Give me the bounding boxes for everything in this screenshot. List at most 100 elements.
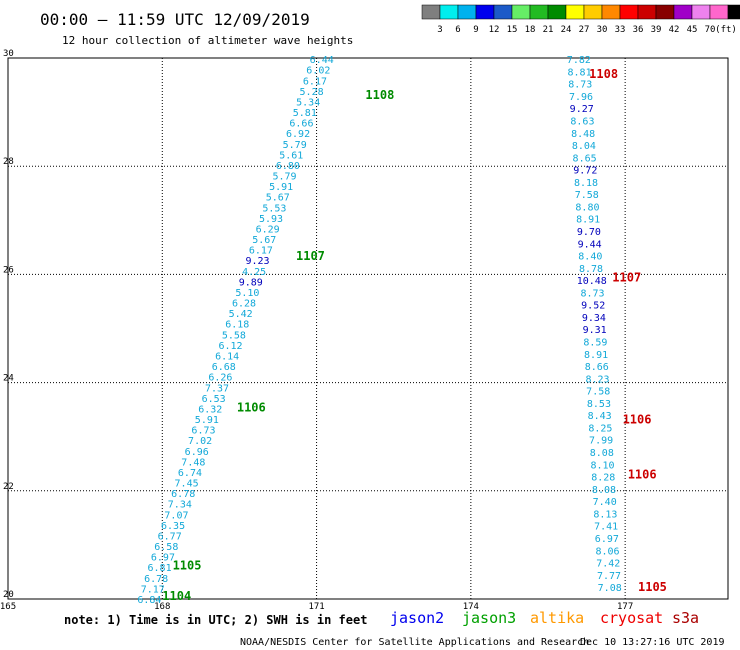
wave-height-point: 7.99 [589,436,613,447]
x-tick-label: 168 [154,602,170,612]
wave-height-point: 6.32 [198,404,222,415]
colorbar-swatch [565,4,585,20]
pass-time-label: 1107 [296,249,325,263]
wave-height-point: 5.79 [273,172,297,183]
wave-height-point: 8.80 [575,202,599,213]
x-tick-label: 171 [308,602,324,612]
wave-height-point: 7.37 [205,383,229,394]
y-tick-label: 28 [3,157,14,167]
wave-height-point: 8.25 [588,423,612,434]
colorbar-swatch [475,4,495,20]
wave-height-point: 5.67 [266,193,290,204]
y-tick-label: 26 [3,265,14,275]
wave-height-point: 8.10 [590,460,614,471]
colorbar-swatch [709,4,729,20]
legend-entry-jason3: jason3 [462,609,516,627]
wave-height-point: 8.43 [588,411,612,422]
wave-height-point: 9.23 [245,256,269,267]
colorbar-swatch [493,4,513,20]
colorbar-tick-label: 70 [705,25,716,35]
wave-height-point: 5.81 [293,108,317,119]
wave-height-point: 8.13 [593,509,617,520]
wave-height-point: 9.31 [583,325,607,336]
wave-height-point: 6.96 [185,447,209,458]
wave-height-point: 6.12 [218,341,242,352]
colorbar-tick-label: 18 [525,25,536,35]
wave-height-point: 6.17 [303,76,327,87]
colorbar-tick-label: 12 [489,25,500,35]
wave-height-point: 6.84 [137,595,161,606]
wave-height-point: 9.27 [570,104,594,115]
colorbar-legend: 3 6 9 12 15 18 21 24 27 30 33 36 39 42 45 70 (ft) [421,4,740,35]
footnote: note: 1) Time is in UTC; 2) SWH is in fe… [64,613,367,627]
wave-height-point: 7.34 [168,500,192,511]
wave-height-point: 9.44 [578,239,602,250]
wave-height-point: 7.45 [175,479,199,490]
wave-height-point: 8.06 [596,546,620,557]
wave-height-point: 6.26 [208,373,232,384]
x-tick-label: 177 [617,602,633,612]
wave-height-point: 5.61 [279,150,303,161]
legend-entry-altika: altika [530,609,584,627]
x-tick-label: 174 [463,602,479,612]
colorbar-swatch [529,4,549,20]
pass-time-label: 1108 [589,67,618,81]
colorbar-tick-label: 9 [473,25,478,35]
colorbar-tick-label: 3 [437,25,442,35]
satellite-legend: jason2 jason3 altika cryosat s3a [390,609,699,627]
wave-height-point: 4.25 [242,267,266,278]
colorbar-swatch [439,4,459,20]
pass-time-labels: 1104 1105 1106 1107 1108 1105 1106 1106 1107 1108 [162,67,667,603]
wave-height-point: 6.78 [171,489,195,500]
wave-height-point: 6.02 [306,66,330,77]
wave-height-point: 7.96 [569,92,593,103]
wave-height-point: 5.34 [296,97,320,108]
wave-height-point: 5.93 [259,214,283,225]
wave-height-point: 7.17 [141,584,165,595]
wave-height-point: 9.70 [577,227,601,238]
wave-height-point: 5.79 [283,140,307,151]
wave-height-point: 8.08 [590,448,614,459]
wave-height-point: 9.89 [239,277,263,288]
wave-height-point: 6.74 [178,468,202,479]
colorbar-tick-label: 15 [507,25,518,35]
colorbar-tick-label: 33 [615,25,626,35]
wave-height-point: 8.78 [579,264,603,275]
wave-height-point: 6.58 [154,542,178,553]
wave-height-point: 5.53 [262,203,286,214]
wave-height-point: 8.48 [571,129,595,140]
wave-height-point: 7.58 [575,190,599,201]
colorbar-tick-label: 30 [597,25,608,35]
wave-height-point: 5.10 [235,288,259,299]
wave-height-point: 5.91 [195,415,219,426]
wave-height-point: 7.48 [181,457,205,468]
legend-entry-jason2: jason2 [390,609,444,627]
colorbar-tick-label: 27 [579,25,590,35]
wave-height-point: 6.18 [225,320,249,331]
colorbar-tick-label: 39 [651,25,662,35]
wave-height-point: 8.40 [578,252,602,263]
wave-height-point: 8.65 [573,153,597,164]
colorbar-swatch [601,4,621,20]
wave-height-point: 5.91 [269,182,293,193]
wave-height-point: 8.23 [585,374,609,385]
colorbar-swatch [727,4,740,20]
wave-height-point: 5.28 [300,87,324,98]
colorbar-tick-label: 45 [687,25,698,35]
colorbar-tick-label: 6 [455,25,460,35]
wave-height-point: 8.73 [568,80,592,91]
wave-height-point: 7.41 [594,522,618,533]
y-tick-label: 22 [3,482,14,492]
colorbar-swatch [547,4,567,20]
colorbar-swatch [637,4,657,20]
wave-height-point: 6.97 [595,534,619,545]
pass-time-label: 1108 [365,88,394,102]
wave-height-point: 7.58 [586,387,610,398]
wave-height-point: 8.08 [592,485,616,496]
wave-height-point: 7.07 [164,510,188,521]
wave-height-point: 8.81 [568,67,592,78]
wave-height-point: 7.82 [567,55,591,66]
y-tick-label: 30 [3,49,14,59]
